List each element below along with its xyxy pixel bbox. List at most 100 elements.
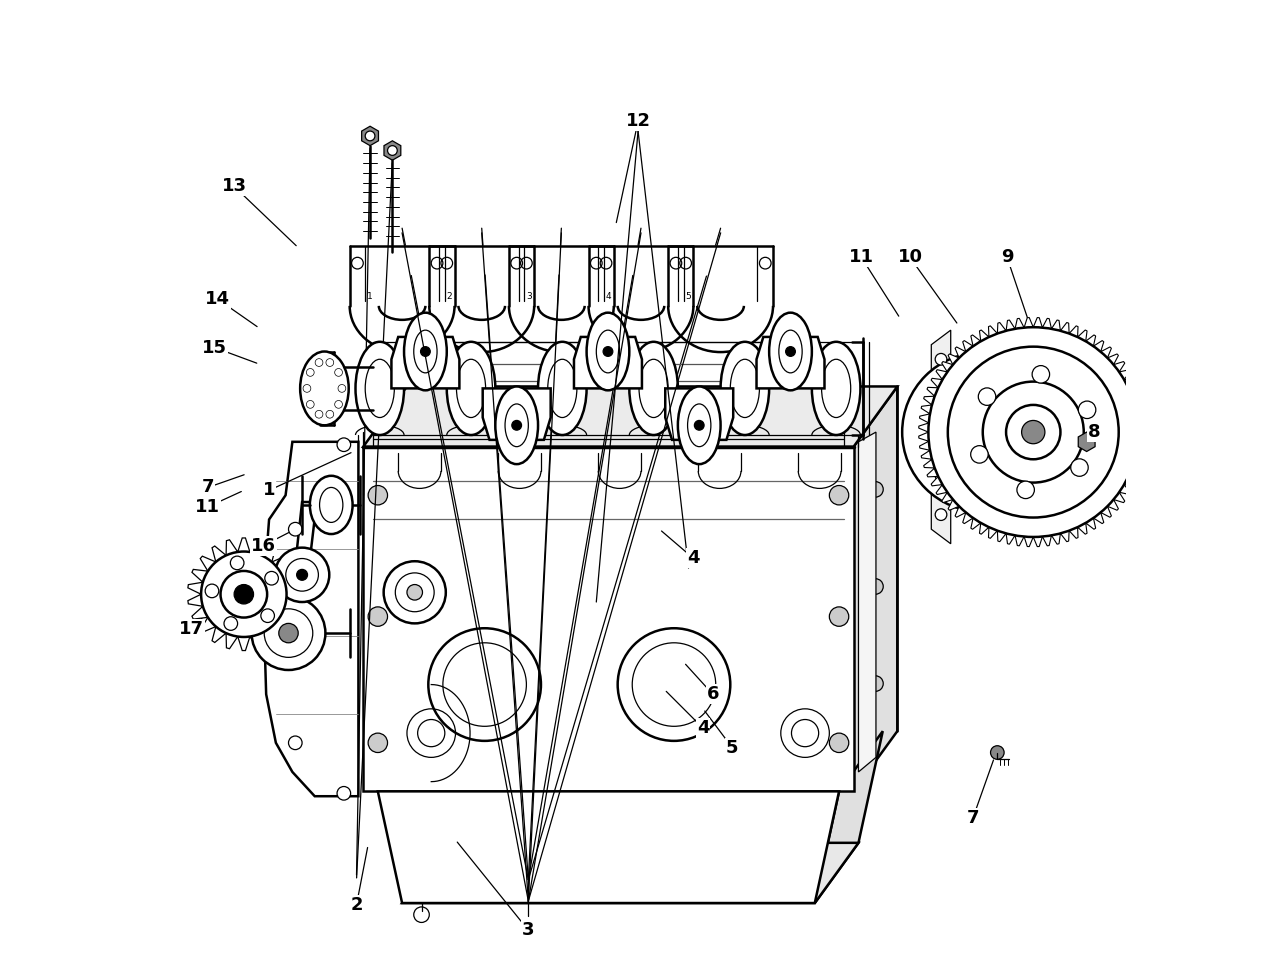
Text: 7: 7 bbox=[202, 479, 214, 496]
Circle shape bbox=[829, 607, 849, 626]
Circle shape bbox=[337, 787, 351, 800]
Circle shape bbox=[234, 585, 253, 604]
Circle shape bbox=[868, 482, 883, 497]
Circle shape bbox=[902, 352, 1061, 512]
Text: 4: 4 bbox=[696, 720, 709, 737]
Circle shape bbox=[261, 609, 274, 622]
Circle shape bbox=[288, 736, 302, 750]
Text: 17: 17 bbox=[179, 620, 204, 638]
Circle shape bbox=[421, 347, 430, 356]
Text: 11: 11 bbox=[849, 249, 874, 266]
Circle shape bbox=[947, 386, 963, 402]
Ellipse shape bbox=[812, 342, 860, 435]
Polygon shape bbox=[589, 246, 694, 306]
Ellipse shape bbox=[586, 313, 630, 390]
Ellipse shape bbox=[678, 386, 721, 464]
Circle shape bbox=[407, 585, 422, 600]
Text: 4: 4 bbox=[605, 292, 612, 301]
Polygon shape bbox=[291, 502, 316, 609]
Polygon shape bbox=[756, 337, 824, 388]
Circle shape bbox=[337, 438, 351, 452]
Circle shape bbox=[1016, 481, 1034, 498]
Circle shape bbox=[978, 387, 996, 405]
Polygon shape bbox=[854, 386, 897, 791]
Circle shape bbox=[603, 347, 613, 356]
Circle shape bbox=[365, 131, 375, 141]
Text: 4: 4 bbox=[687, 550, 700, 567]
Polygon shape bbox=[364, 447, 854, 791]
Circle shape bbox=[292, 643, 302, 653]
Circle shape bbox=[220, 571, 268, 618]
Polygon shape bbox=[384, 141, 401, 160]
Circle shape bbox=[369, 486, 388, 505]
Circle shape bbox=[1021, 420, 1044, 444]
Ellipse shape bbox=[447, 342, 495, 435]
Circle shape bbox=[936, 402, 947, 414]
Circle shape bbox=[1032, 366, 1050, 384]
Text: 5: 5 bbox=[686, 292, 691, 301]
Circle shape bbox=[829, 733, 849, 753]
Circle shape bbox=[936, 452, 952, 467]
Circle shape bbox=[388, 146, 397, 155]
Ellipse shape bbox=[538, 342, 586, 435]
Circle shape bbox=[252, 596, 325, 670]
Circle shape bbox=[928, 327, 1138, 537]
Polygon shape bbox=[349, 246, 454, 306]
Circle shape bbox=[1078, 401, 1096, 419]
Circle shape bbox=[1001, 462, 1016, 478]
Ellipse shape bbox=[356, 342, 404, 435]
Circle shape bbox=[205, 585, 219, 598]
Ellipse shape bbox=[404, 313, 447, 390]
Circle shape bbox=[1071, 459, 1088, 477]
Circle shape bbox=[1011, 397, 1028, 413]
Circle shape bbox=[384, 561, 445, 623]
Circle shape bbox=[947, 347, 1119, 518]
Circle shape bbox=[786, 347, 795, 356]
Circle shape bbox=[288, 522, 302, 536]
Polygon shape bbox=[668, 246, 773, 306]
Polygon shape bbox=[188, 538, 300, 651]
Circle shape bbox=[694, 420, 704, 430]
Text: 9: 9 bbox=[1001, 249, 1014, 266]
Ellipse shape bbox=[630, 342, 678, 435]
Circle shape bbox=[868, 676, 883, 691]
Text: 2: 2 bbox=[447, 292, 452, 301]
Polygon shape bbox=[392, 337, 460, 388]
Circle shape bbox=[970, 446, 988, 463]
Polygon shape bbox=[362, 126, 379, 146]
Text: 1: 1 bbox=[367, 292, 372, 301]
Ellipse shape bbox=[300, 352, 348, 425]
Polygon shape bbox=[483, 388, 550, 440]
Text: 2: 2 bbox=[351, 896, 362, 914]
Circle shape bbox=[991, 746, 1004, 759]
Circle shape bbox=[512, 420, 521, 430]
Text: 1: 1 bbox=[262, 482, 275, 499]
Text: 7: 7 bbox=[966, 809, 979, 826]
Ellipse shape bbox=[495, 386, 538, 464]
Circle shape bbox=[297, 569, 307, 581]
Text: 12: 12 bbox=[626, 113, 650, 130]
Ellipse shape bbox=[721, 342, 769, 435]
Text: 14: 14 bbox=[205, 290, 230, 308]
Polygon shape bbox=[815, 731, 883, 903]
Circle shape bbox=[288, 639, 302, 653]
Polygon shape bbox=[932, 330, 951, 544]
Circle shape bbox=[972, 422, 992, 442]
Text: 13: 13 bbox=[221, 178, 247, 195]
Polygon shape bbox=[364, 386, 897, 447]
Polygon shape bbox=[429, 246, 534, 306]
Circle shape bbox=[955, 405, 1009, 459]
Polygon shape bbox=[573, 337, 643, 388]
Circle shape bbox=[868, 579, 883, 594]
Circle shape bbox=[201, 552, 287, 637]
Polygon shape bbox=[919, 318, 1148, 547]
Text: 11: 11 bbox=[196, 498, 220, 516]
Circle shape bbox=[275, 548, 329, 602]
Ellipse shape bbox=[769, 313, 812, 390]
Text: 3: 3 bbox=[522, 921, 535, 939]
Circle shape bbox=[265, 571, 278, 585]
Text: 15: 15 bbox=[202, 339, 228, 356]
Circle shape bbox=[230, 556, 244, 570]
Polygon shape bbox=[378, 791, 840, 903]
Polygon shape bbox=[859, 432, 876, 772]
